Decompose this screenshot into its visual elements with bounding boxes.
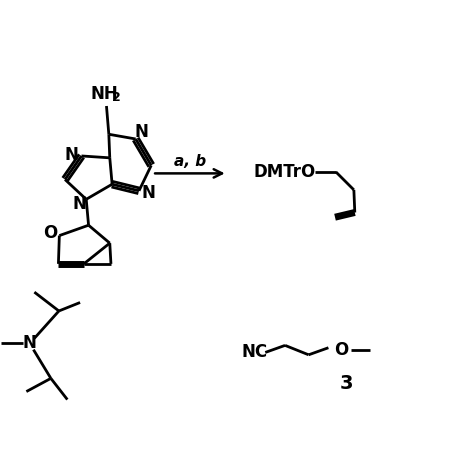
Text: NC: NC — [242, 344, 268, 362]
Text: N: N — [23, 334, 36, 352]
Text: N: N — [141, 184, 155, 202]
Text: O: O — [43, 224, 57, 242]
Text: O: O — [335, 341, 349, 359]
Text: NH: NH — [90, 85, 118, 103]
Text: N: N — [64, 146, 78, 164]
Text: 2: 2 — [112, 91, 121, 104]
Text: a, b: a, b — [174, 154, 206, 169]
Text: DMTrO: DMTrO — [254, 163, 316, 181]
Text: 3: 3 — [339, 374, 353, 392]
Text: N: N — [73, 195, 87, 213]
Text: N: N — [135, 123, 148, 141]
